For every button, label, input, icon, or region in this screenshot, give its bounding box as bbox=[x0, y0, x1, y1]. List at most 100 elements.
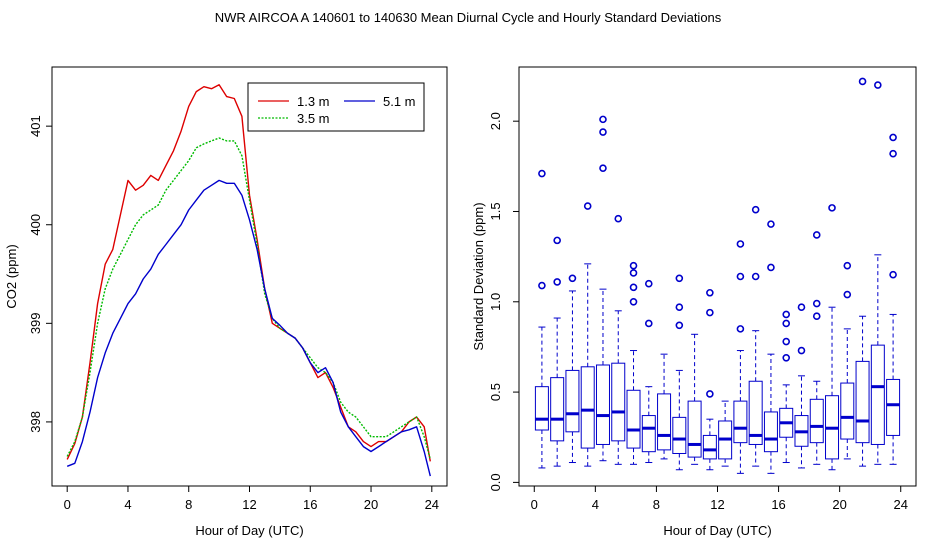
outlier-point bbox=[553, 278, 561, 286]
box-hour bbox=[641, 279, 656, 464]
outlier-point bbox=[767, 263, 775, 272]
outlier-point bbox=[614, 214, 623, 223]
outlier-point bbox=[675, 274, 684, 283]
iqr-box bbox=[870, 344, 885, 445]
outlier-point bbox=[767, 220, 775, 228]
outlier-point bbox=[858, 77, 867, 86]
outlier-point bbox=[782, 319, 791, 328]
outlier-point bbox=[874, 81, 882, 89]
iqr-box bbox=[840, 382, 855, 440]
box-hour bbox=[794, 303, 809, 469]
outlier-point bbox=[629, 283, 638, 292]
x-tick-label: 8 bbox=[185, 497, 192, 512]
iqr-box bbox=[611, 362, 626, 442]
y-axis: 0.0 0.5 1.0 1.5 2.0 bbox=[488, 112, 520, 491]
series-line-5-1-m-m bbox=[66, 179, 431, 477]
outlier-point bbox=[568, 274, 577, 283]
y-tick-label: 398 bbox=[28, 411, 43, 433]
outlier-point bbox=[782, 337, 791, 346]
iqr-box bbox=[641, 415, 656, 453]
x-tick-label: 8 bbox=[653, 497, 660, 512]
box-hour bbox=[886, 133, 901, 465]
box-hour bbox=[763, 220, 778, 474]
x-tick-label: 20 bbox=[364, 497, 378, 512]
iqr-box bbox=[748, 380, 763, 445]
iqr-box bbox=[550, 377, 565, 442]
iqr-box bbox=[733, 400, 748, 444]
y-axis: 398 399 400 401 bbox=[28, 115, 52, 433]
x-tick-label: 16 bbox=[303, 497, 317, 512]
y-tick-label: 2.0 bbox=[488, 112, 503, 130]
x-tick-label: 12 bbox=[710, 497, 724, 512]
box-hour bbox=[672, 274, 687, 471]
outlier-point bbox=[629, 269, 638, 277]
outlier-point bbox=[751, 272, 760, 281]
box-hour bbox=[825, 204, 840, 471]
outlier-point bbox=[889, 149, 897, 158]
x-tick-label: 24 bbox=[425, 497, 439, 512]
outlier-point bbox=[629, 297, 638, 306]
box-hour bbox=[809, 231, 824, 465]
series-line-3-5-m-m bbox=[66, 137, 431, 460]
iqr-box bbox=[580, 366, 595, 449]
outlier-point bbox=[751, 205, 760, 214]
box-hour bbox=[779, 310, 794, 464]
outlier-point bbox=[843, 290, 852, 299]
iqr-box bbox=[687, 400, 702, 458]
box-hour bbox=[733, 240, 748, 474]
iqr-box bbox=[886, 378, 901, 436]
outlier-point bbox=[889, 270, 897, 279]
box-hour bbox=[718, 400, 733, 467]
figure-title: NWR AIRCOA A 140601 to 140630 Mean Diurn… bbox=[215, 10, 722, 25]
outlier-point bbox=[644, 279, 653, 288]
outlier-point bbox=[706, 308, 714, 317]
outlier-point bbox=[675, 303, 684, 312]
legend-label-3-5m: 3.5 m bbox=[297, 111, 330, 126]
x-tick-label: 12 bbox=[242, 497, 256, 512]
outlier-point bbox=[843, 261, 852, 270]
outlier-point bbox=[782, 310, 791, 319]
x-axis-label: Hour of Day (UTC) bbox=[663, 523, 771, 538]
box-hour bbox=[855, 77, 870, 467]
outlier-point bbox=[706, 390, 714, 398]
iqr-box bbox=[565, 369, 580, 433]
box-hour bbox=[626, 261, 641, 465]
outlier-point bbox=[889, 133, 897, 142]
y-axis-label: Standard Deviation (ppm) bbox=[471, 202, 486, 350]
outlier-point bbox=[629, 261, 638, 270]
x-axis: 0 4 8 12 16 20 24 bbox=[64, 485, 439, 512]
outlier-point bbox=[644, 319, 653, 328]
x-tick-label: 4 bbox=[592, 497, 599, 512]
iqr-box bbox=[657, 393, 672, 451]
outlier-point bbox=[599, 164, 607, 172]
x-tick-label: 20 bbox=[832, 497, 846, 512]
box-hour bbox=[687, 333, 702, 465]
x-tick-label: 24 bbox=[893, 497, 907, 512]
x-tick-label: 0 bbox=[531, 497, 538, 512]
outlier-point bbox=[797, 303, 806, 312]
std-dev-boxplot-chart: 0 4 8 12 16 20 24 0.0 0.5 1.0 1.5 2.0 Hour of Day … bbox=[471, 66, 917, 538]
y-axis-label: CO2 (ppm) bbox=[4, 244, 19, 308]
outlier-point bbox=[736, 240, 745, 248]
x-tick-label: 0 bbox=[64, 497, 71, 512]
y-tick-label: 0.0 bbox=[488, 473, 503, 491]
y-tick-label: 400 bbox=[28, 214, 43, 236]
iqr-box bbox=[702, 434, 717, 460]
box-hour bbox=[580, 202, 595, 467]
box-hour bbox=[550, 236, 565, 467]
box-hour bbox=[702, 288, 717, 471]
outlier-point bbox=[797, 346, 806, 355]
outlier-point bbox=[812, 231, 821, 239]
x-axis: 0 4 8 12 16 20 24 bbox=[531, 485, 908, 512]
outlier-point bbox=[736, 272, 745, 281]
y-tick-label: 0.5 bbox=[488, 383, 503, 401]
iqr-box bbox=[672, 416, 687, 454]
iqr-box bbox=[534, 386, 549, 431]
legend-label-1-3m: 1.3 m bbox=[297, 94, 330, 109]
outlier-point bbox=[599, 128, 607, 136]
box-hour bbox=[611, 214, 626, 465]
outlier-point bbox=[706, 288, 714, 297]
outlier-point bbox=[583, 202, 592, 210]
boxes bbox=[534, 77, 901, 474]
